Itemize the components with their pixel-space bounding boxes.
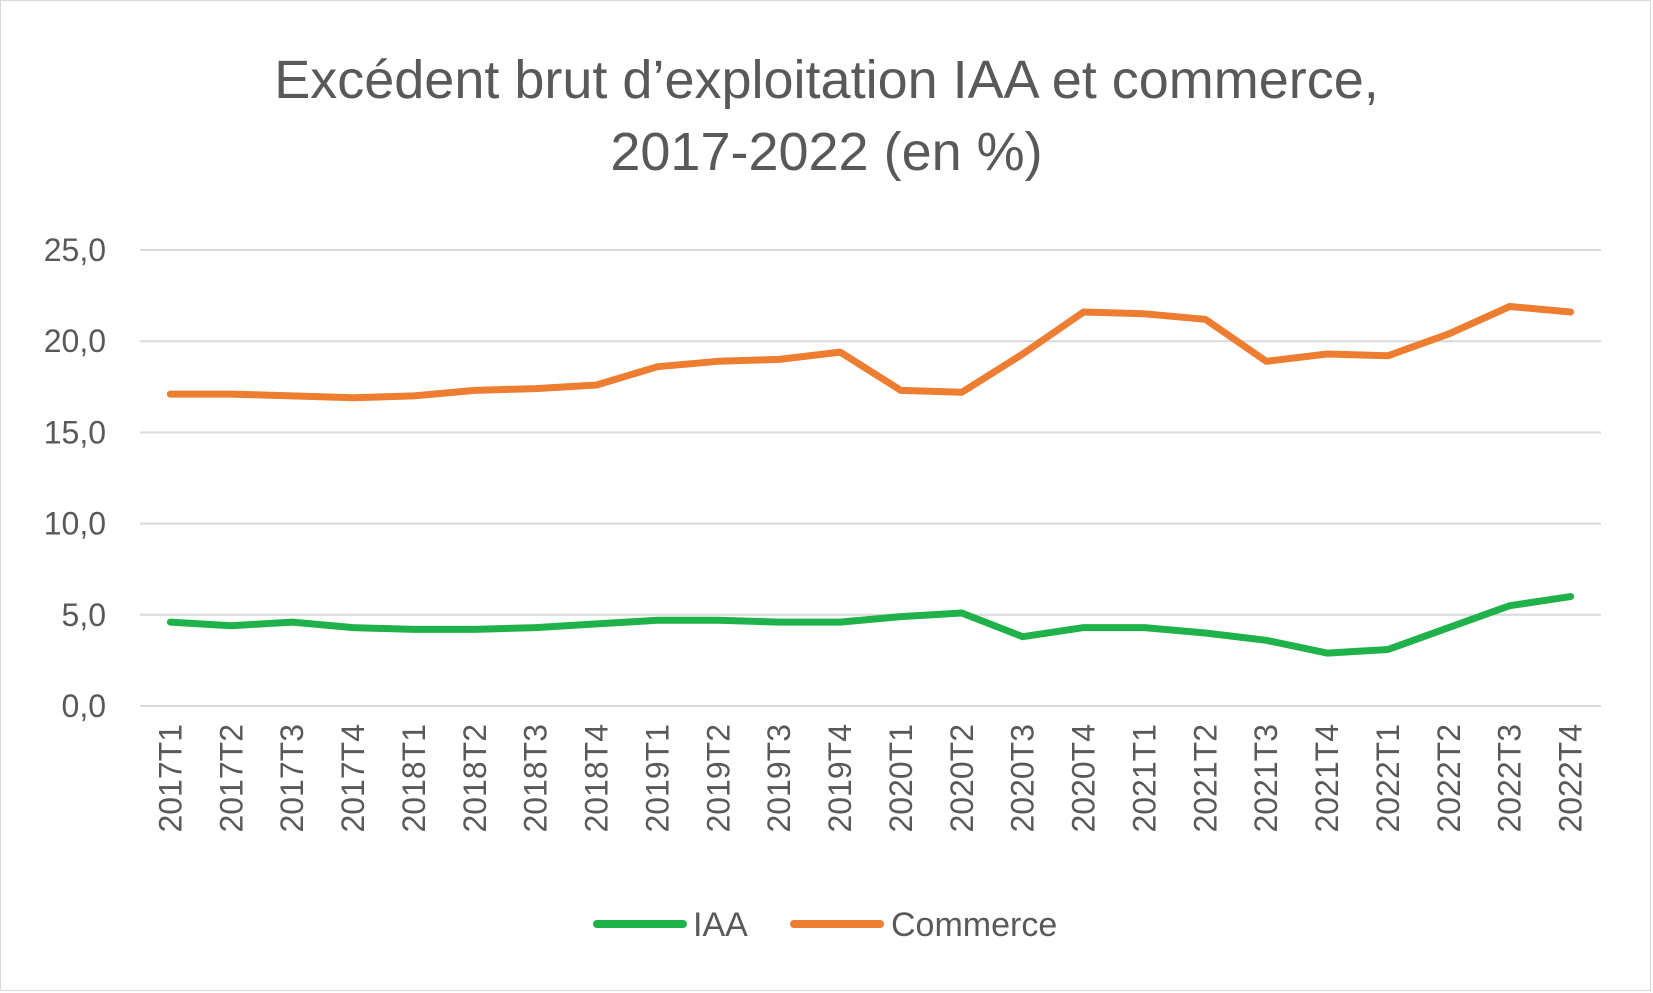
legend-label-commerce: Commerce — [891, 906, 1057, 944]
series-line-iaa — [166, 593, 1575, 657]
x-tick-label: 2018T4 — [579, 724, 615, 833]
chart-title-line-1: Excédent brut d’exploitation IAA et comm… — [274, 50, 1379, 110]
x-tick-label: 2021T1 — [1126, 724, 1162, 833]
gridlines — [140, 249, 1601, 707]
x-tick-label: 2021T3 — [1248, 724, 1284, 833]
chart-title: Excédent brut d’exploitation IAA et comm… — [0, 44, 1653, 188]
x-tick-label: 2019T4 — [822, 724, 858, 833]
x-tick-label: 2017T4 — [335, 724, 371, 833]
legend: IAA Commerce — [593, 906, 1057, 944]
series-line-commerce — [166, 303, 1575, 402]
y-tick-label: 15,0 — [44, 414, 106, 450]
y-tick-label: 10,0 — [44, 506, 106, 542]
x-tick-label: 2017T2 — [213, 724, 249, 833]
x-tick-label: 2018T2 — [457, 724, 493, 833]
x-tick-label: 2019T1 — [639, 724, 675, 833]
x-tick-label: 2020T1 — [883, 724, 919, 833]
x-tick-label: 2020T4 — [1066, 724, 1102, 833]
x-tick-label: 2022T1 — [1370, 724, 1406, 833]
y-tick-label: 20,0 — [44, 323, 106, 359]
chart-title-line-2: 2017-2022 (en %) — [610, 122, 1043, 182]
x-tick-label: 2022T3 — [1492, 724, 1528, 833]
x-tick-label: 2020T2 — [944, 724, 980, 833]
x-tick-label: 2018T1 — [396, 724, 432, 833]
y-axis-ticks: 0,0 5,0 10,0 15,0 20,0 25,0 — [44, 232, 106, 724]
series-lines — [166, 303, 1575, 657]
y-tick-label: 0,0 — [62, 688, 106, 724]
x-tick-label: 2020T3 — [1005, 724, 1041, 833]
y-tick-label: 25,0 — [44, 232, 106, 268]
x-tick-label: 2022T4 — [1553, 724, 1589, 833]
x-tick-label: 2021T4 — [1309, 724, 1345, 833]
x-tick-label: 2019T3 — [761, 724, 797, 833]
y-tick-label: 5,0 — [62, 597, 106, 633]
x-tick-label: 2017T1 — [152, 724, 188, 833]
x-tick-label: 2018T3 — [518, 724, 554, 833]
x-axis-ticks: 2017T1 2017T2 2017T3 2017T4 2018T1 2018T2 2018… — [152, 724, 1588, 833]
x-tick-label: 2019T2 — [700, 724, 736, 833]
x-tick-label: 2021T2 — [1187, 724, 1223, 833]
x-tick-label: 2022T2 — [1431, 724, 1467, 833]
legend-label-iaa: IAA — [693, 906, 748, 944]
x-tick-label: 2017T3 — [274, 724, 310, 833]
